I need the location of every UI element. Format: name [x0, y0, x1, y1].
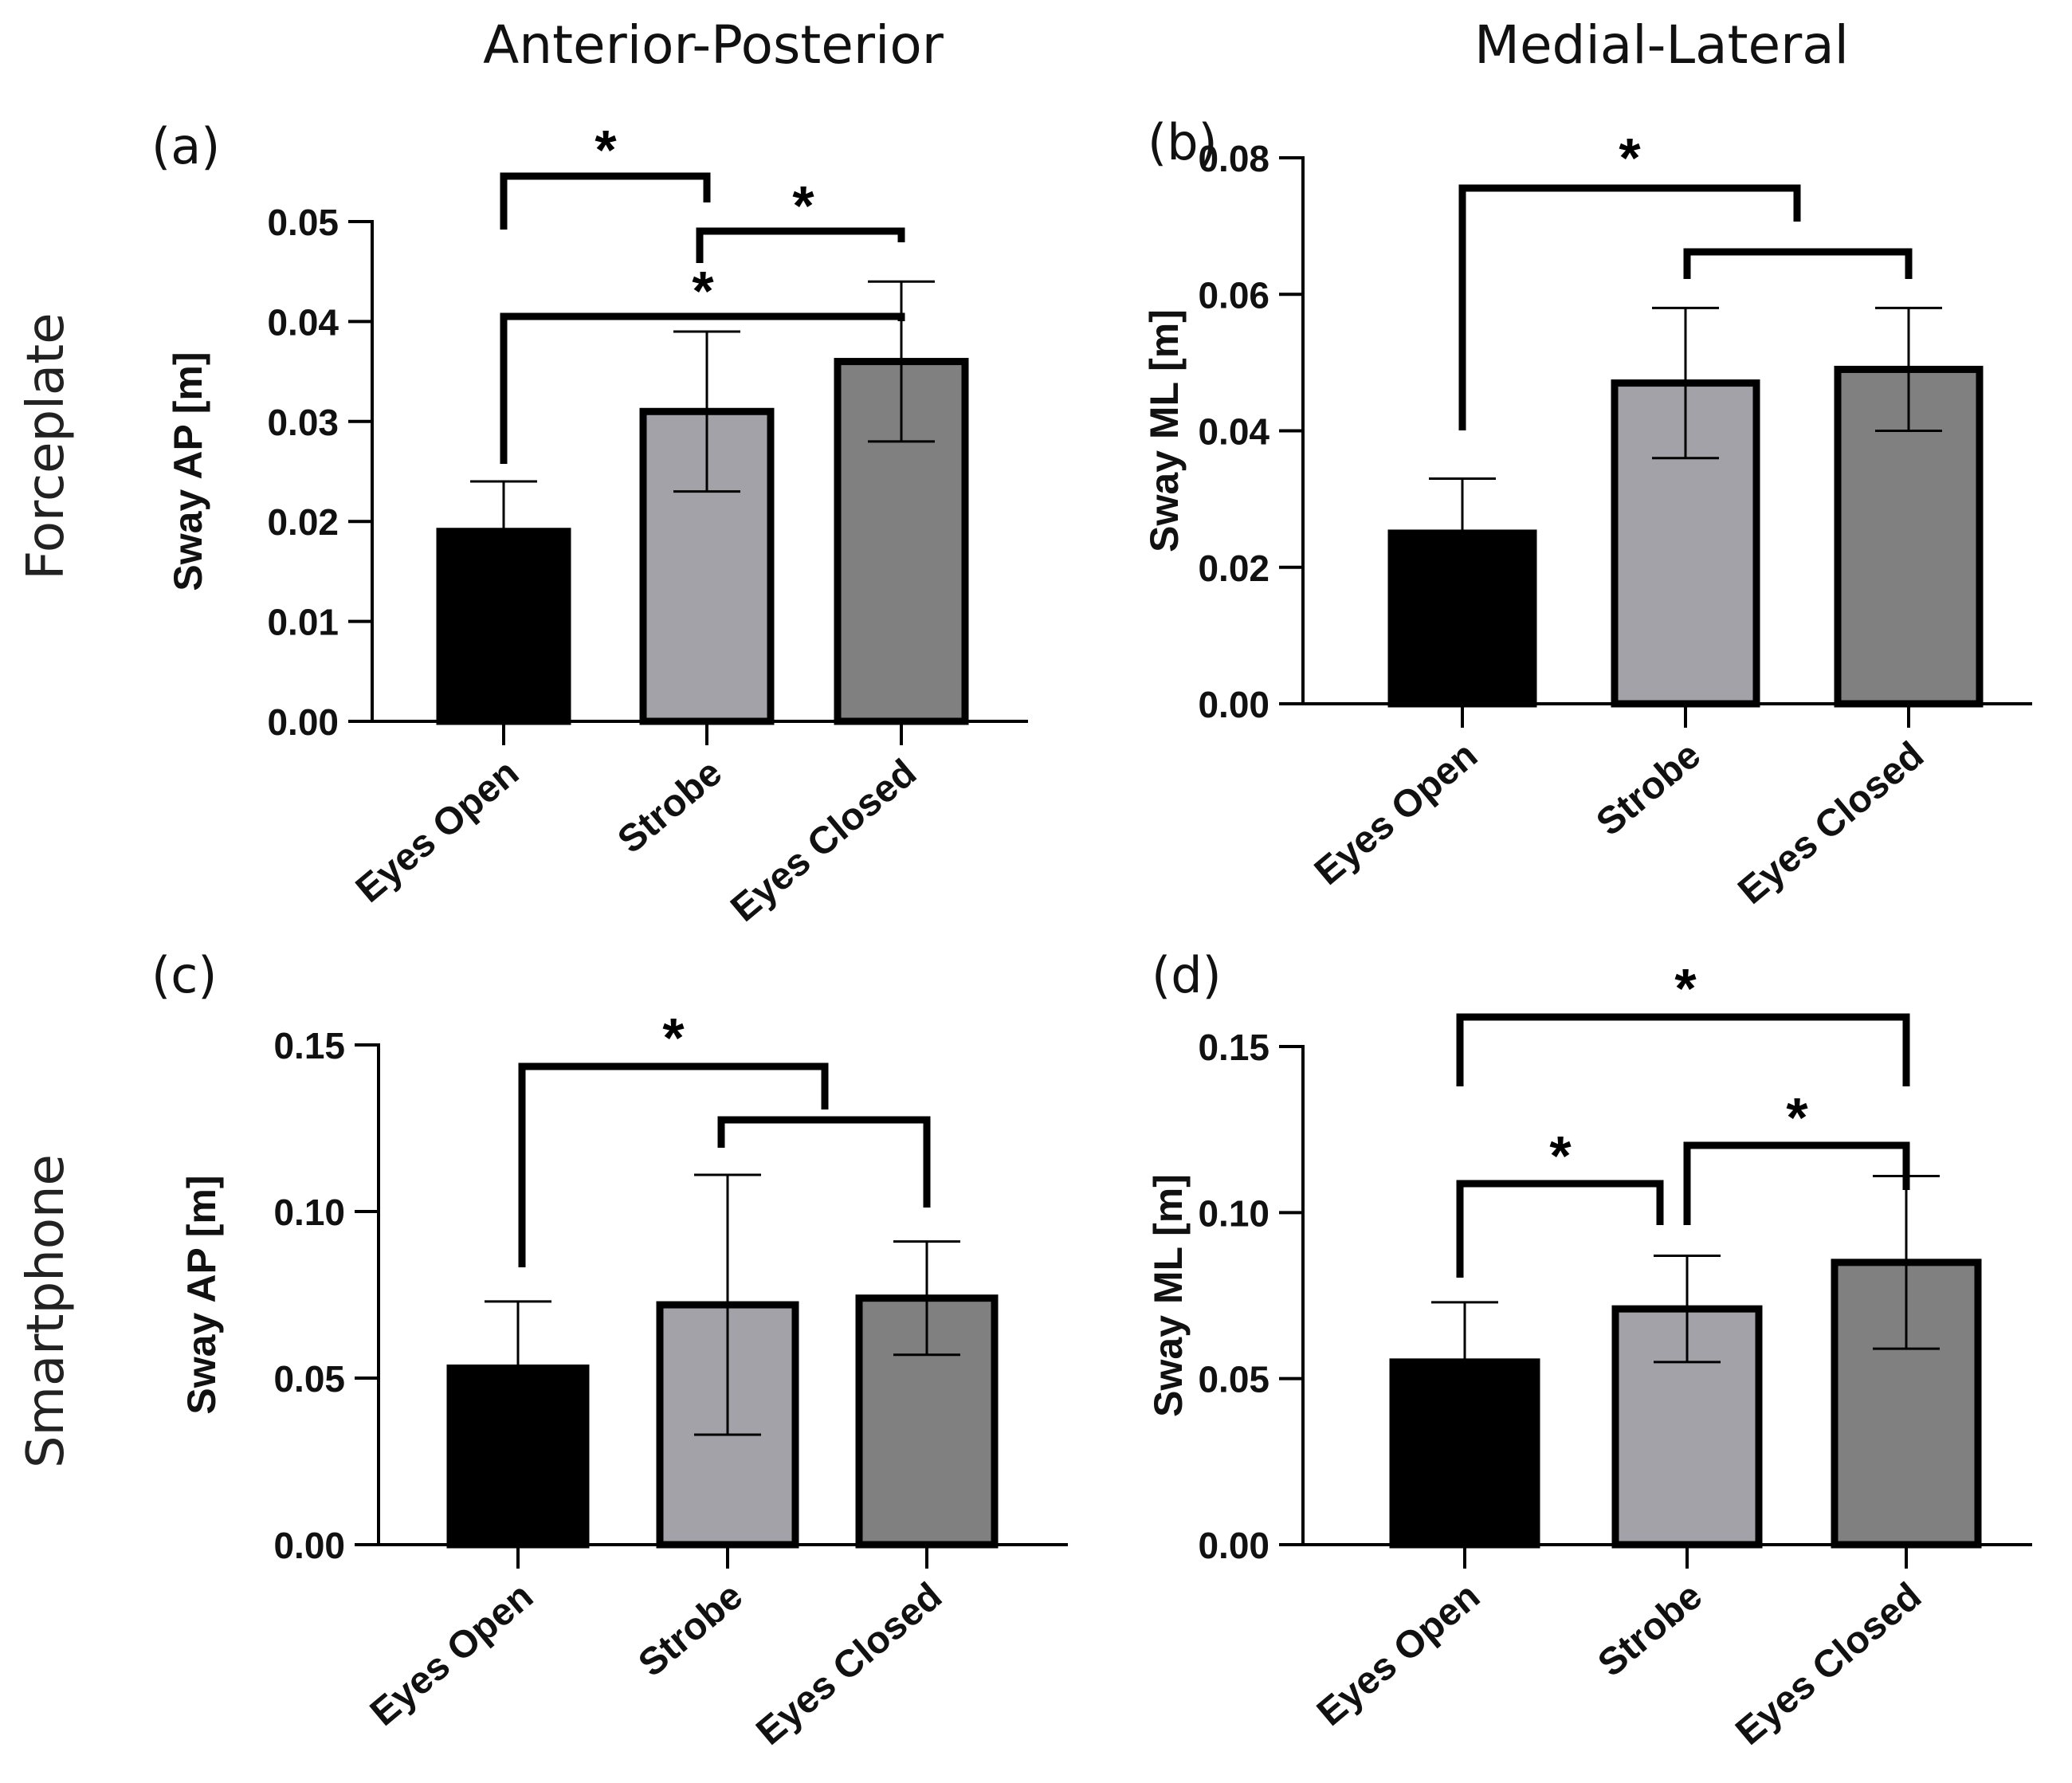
- y-tick-label: 0.04: [267, 301, 339, 343]
- significance-bracket: [500, 312, 905, 464]
- significance-bracket: [1456, 1013, 1910, 1086]
- y-tick-label: 0.00: [273, 1525, 345, 1566]
- y-tick-label: 0.03: [267, 402, 339, 443]
- significance-bracket: [696, 227, 905, 263]
- significance-star: *: [1674, 957, 1697, 1019]
- y-axis-label: Sway ML [m]: [1146, 1174, 1191, 1417]
- x-tick-label-strobe: Strobe: [1589, 734, 1709, 844]
- significance-star: *: [792, 175, 814, 237]
- panel-label: (a): [151, 117, 220, 175]
- significance-bracket: [1458, 184, 1801, 430]
- y-tick-label: 0.15: [273, 1025, 345, 1066]
- x-tick-label-eyes-open: Eyes Open: [363, 1575, 541, 1734]
- y-tick-label: 0.08: [1198, 138, 1269, 179]
- x-tick-label-eyes-closed: Eyes Closed: [748, 1575, 950, 1754]
- significance-star: *: [1619, 127, 1641, 189]
- x-tick-label-eyes-closed: Eyes Closed: [1730, 734, 1932, 913]
- x-tick-label-eyes-open: Eyes Open: [348, 752, 527, 911]
- y-tick-label: 0.06: [1198, 274, 1269, 316]
- x-tick-label-strobe: Strobe: [631, 1575, 751, 1685]
- significance-star: *: [595, 119, 617, 181]
- x-tick-label-strobe: Strobe: [610, 752, 731, 862]
- significance-star: *: [1549, 1125, 1572, 1187]
- y-tick-label: 0.04: [1198, 411, 1269, 453]
- y-tick-label: 0.05: [273, 1358, 345, 1400]
- significance-bracket: [1456, 1180, 1664, 1278]
- significance-star: *: [1786, 1086, 1808, 1149]
- significance-bracket: [518, 1062, 829, 1267]
- significance-bracket: [500, 172, 711, 230]
- y-tick-label: 0.00: [267, 701, 339, 743]
- panel-label: (b): [1148, 113, 1218, 171]
- x-tick-label-eyes-open: Eyes Open: [1307, 734, 1485, 893]
- y-tick-label: 0.10: [1198, 1192, 1269, 1234]
- y-tick-label: 0.02: [267, 501, 339, 543]
- y-tick-label: 0.15: [1198, 1027, 1269, 1068]
- significance-star: *: [662, 1007, 685, 1069]
- panel-label: (d): [1152, 946, 1222, 1004]
- y-tick-label: 0.02: [1198, 548, 1269, 589]
- significance-bracket: [1683, 1141, 1910, 1225]
- significance-bracket: [1683, 248, 1913, 279]
- y-tick-label: 0.01: [267, 602, 339, 643]
- x-tick-label-eyes-open: Eyes Open: [1309, 1575, 1488, 1734]
- y-tick-label: 0.00: [1198, 684, 1269, 725]
- y-axis-label: Sway ML [m]: [1142, 309, 1187, 552]
- column-title-medial-lateral: Medial-Lateral: [1474, 14, 1849, 76]
- y-tick-label: 0.10: [273, 1192, 345, 1233]
- x-tick-label-eyes-closed: Eyes Closed: [723, 752, 924, 930]
- y-axis-label: Sway AP [m]: [179, 1175, 224, 1414]
- significance-bracket: [717, 1116, 931, 1208]
- y-axis-label: Sway AP [m]: [166, 351, 210, 591]
- x-tick-label-eyes-closed: Eyes Closed: [1728, 1575, 1929, 1754]
- y-tick-label: 0.05: [267, 202, 339, 243]
- panel-label: (c): [151, 946, 217, 1004]
- y-tick-label: 0.00: [1198, 1525, 1269, 1566]
- x-tick-label-strobe: Strobe: [1591, 1575, 1711, 1685]
- y-tick-label: 0.05: [1198, 1359, 1269, 1400]
- significance-star: *: [692, 260, 714, 322]
- column-title-anterior-posterior: Anterior-Posterior: [483, 14, 944, 76]
